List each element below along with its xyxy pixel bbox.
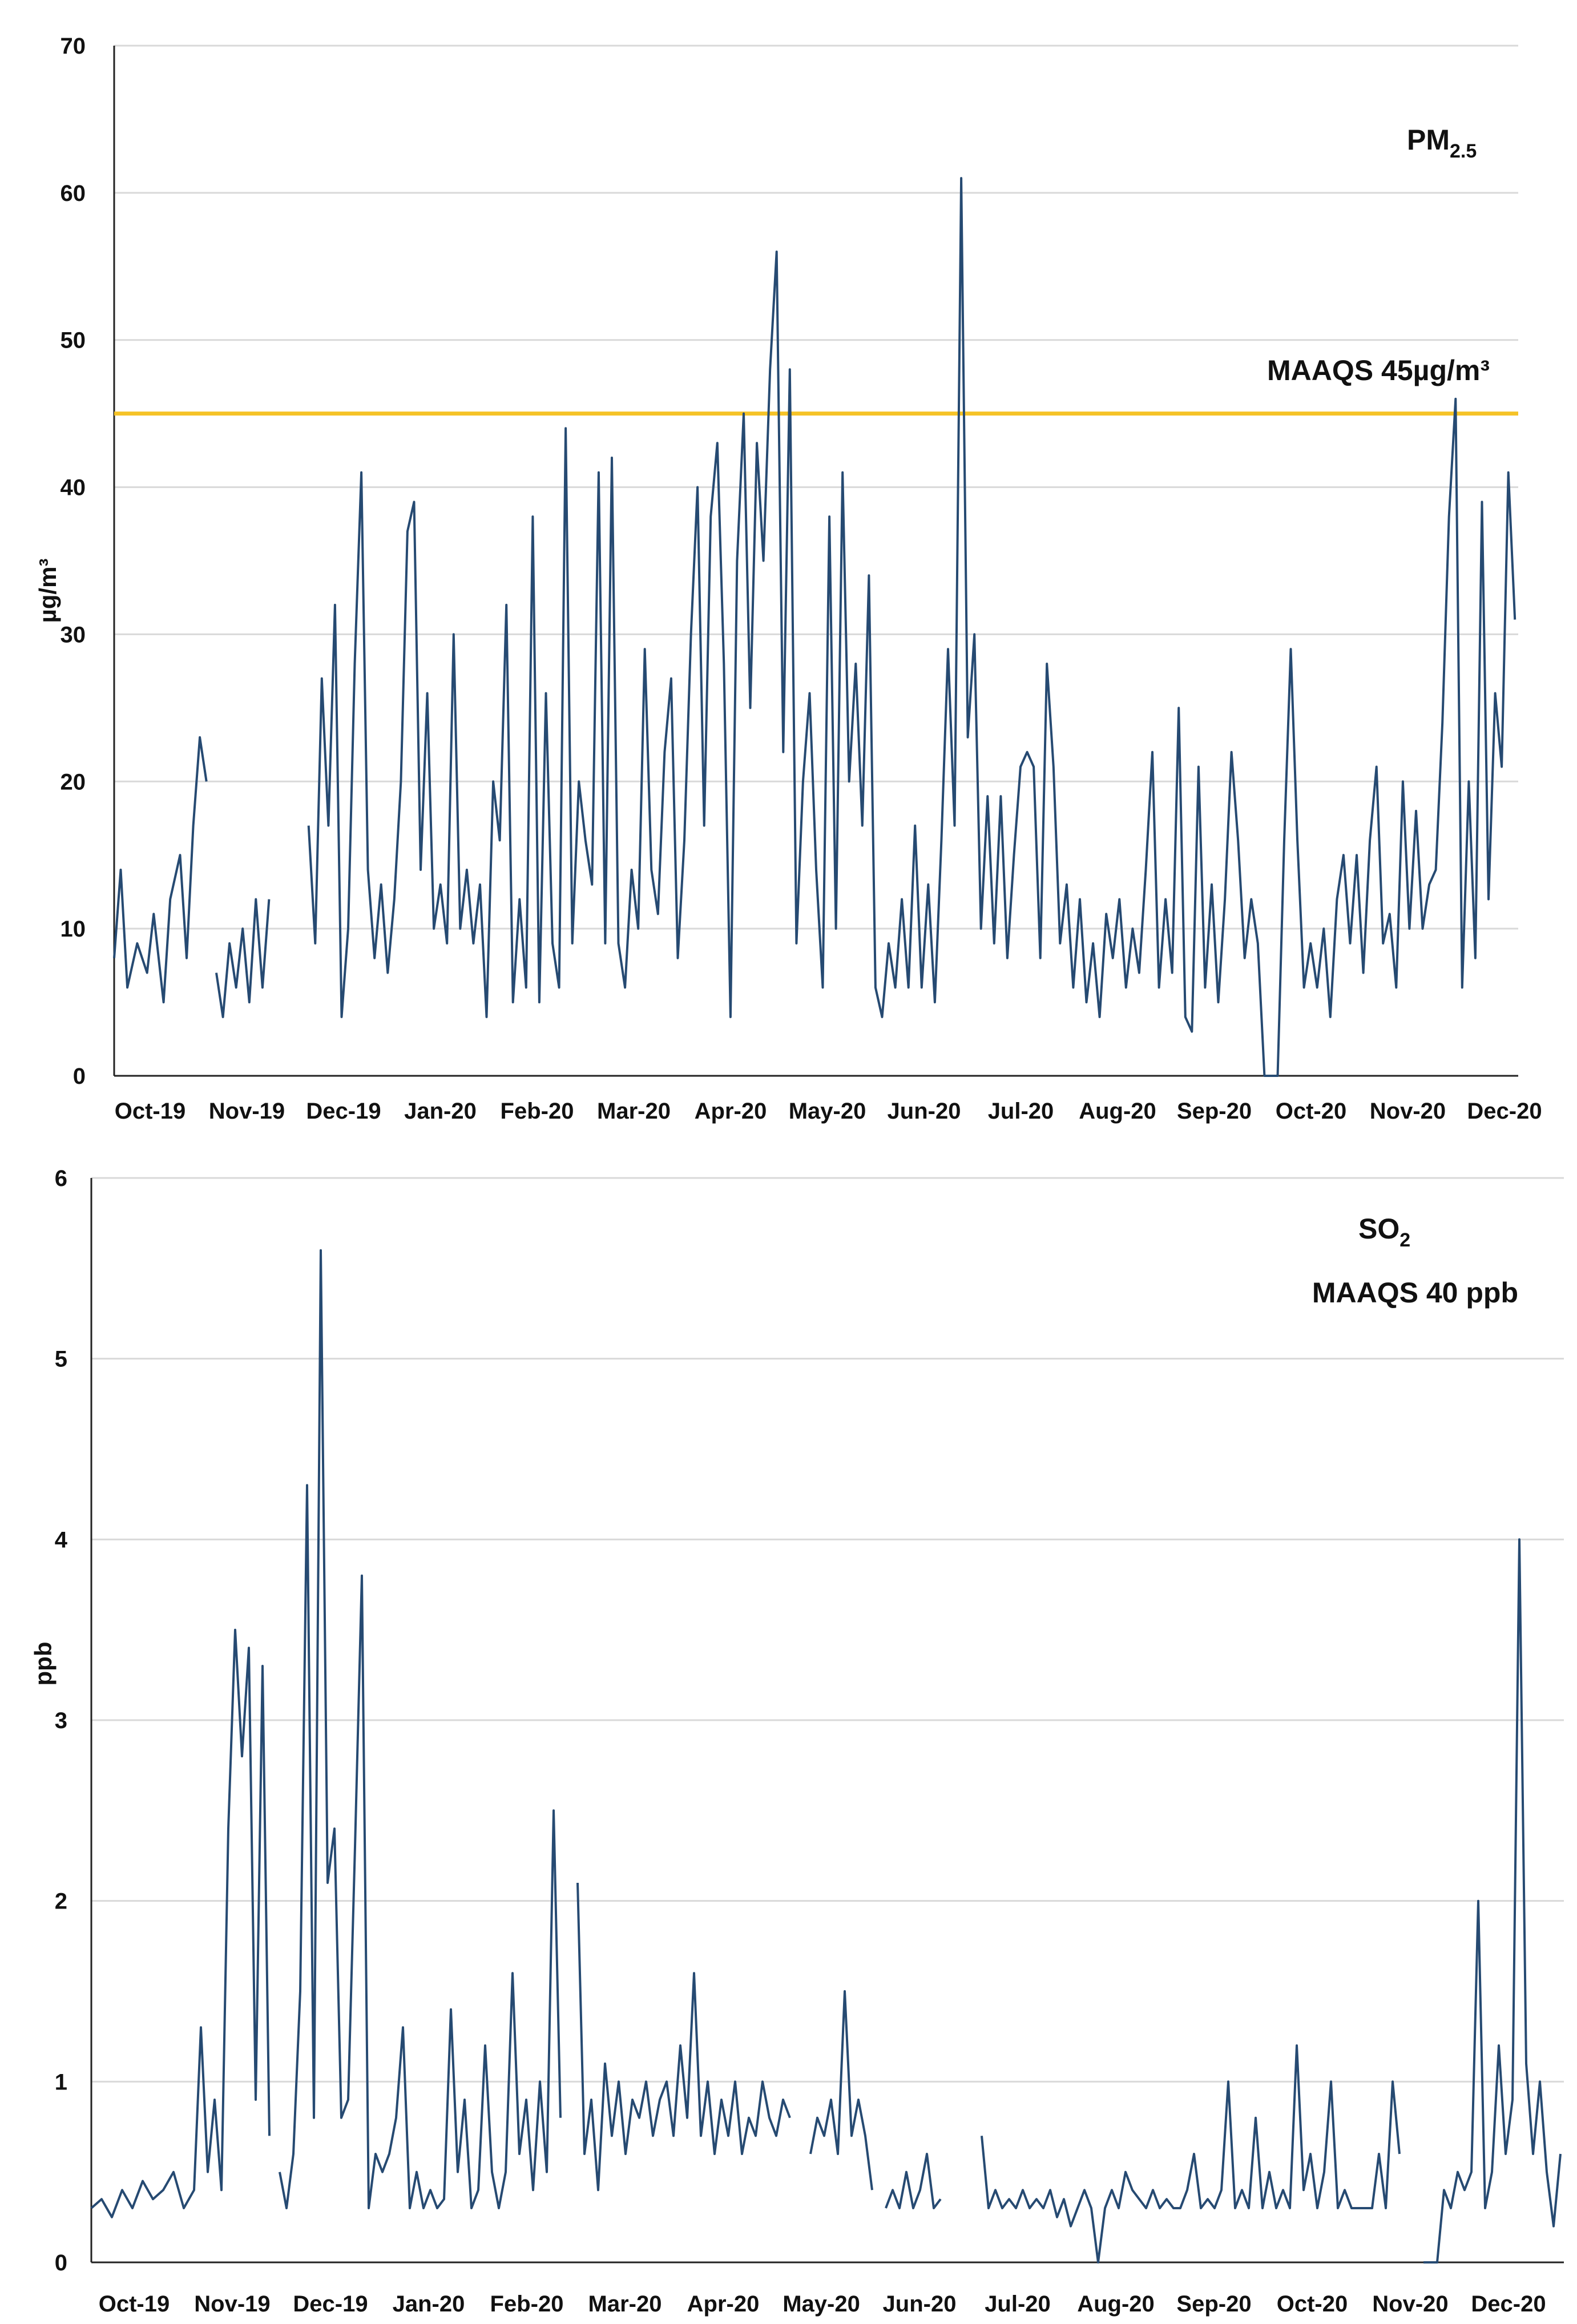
so2-y-tick-label: 5 (55, 1347, 67, 1372)
pm25-gridlines (114, 45, 1518, 930)
pm25-y-tick-label: 50 (61, 328, 86, 353)
pm25-x-tick-label: Nov-20 (1370, 1099, 1446, 1124)
so2-y-tick-label: 3 (55, 1708, 67, 1733)
so2-title: SO2 (1358, 1213, 1410, 1251)
so2-title-main: SO (1358, 1213, 1399, 1245)
so2-x-tick-label: Jul-20 (985, 2291, 1051, 2317)
so2-x-tick-label: Nov-19 (194, 2291, 270, 2317)
so2-x-tick-label: Jan-20 (393, 2291, 465, 2317)
pm25-threshold: MAAQS 45µg/m³ (114, 354, 1518, 416)
so2-x-tick-label: Sep-20 (1176, 2291, 1251, 2317)
so2-y-tick-label: 1 (55, 2069, 67, 2095)
pm25-chart: 0 10 20 30 40 50 60 70 Oct-19 Nov-19 Dec-19 Jan-20… (34, 34, 1542, 1124)
so2-chart-panel: 0 1 2 3 4 5 6 Oct-19 Nov-19 Dec-19 Jan-20 Feb-20 Ma… (0, 1147, 1577, 2324)
so2-x-tick-label: Nov-20 (1372, 2291, 1448, 2317)
so2-y-tick-label: 6 (55, 1166, 67, 1191)
so2-x-tick-label: Jun-20 (883, 2291, 957, 2317)
pm25-x-tick-label: Dec-20 (1467, 1099, 1542, 1124)
pm25-x-tick-label: Oct-19 (115, 1099, 186, 1124)
so2-y-tick-label: 2 (55, 1889, 67, 1914)
so2-x-tick-label: Apr-20 (687, 2291, 760, 2317)
pm25-y-axis-label: µg/m³ (34, 559, 61, 623)
so2-y-tick-labels: 0 1 2 3 4 5 6 (55, 1166, 68, 2275)
pm25-y-tick-label: 30 (61, 622, 86, 647)
so2-x-tick-label: Mar-20 (588, 2291, 662, 2317)
so2-y-tick-label: 0 (55, 2250, 67, 2275)
so2-x-tick-label: Feb-20 (490, 2291, 564, 2317)
pm25-title: PM2.5 (1407, 124, 1477, 162)
pm25-title-sub: 2.5 (1450, 140, 1477, 162)
pm25-x-tick-label: Jun-20 (888, 1099, 961, 1124)
so2-x-tick-label: Aug-20 (1077, 2291, 1155, 2317)
pm25-y-tick-label: 0 (73, 1064, 86, 1089)
pm25-x-tick-label: Dec-19 (306, 1099, 381, 1124)
so2-x-tick-label: Oct-19 (99, 2291, 170, 2317)
pm25-y-tick-labels: 0 10 20 30 40 50 60 70 (61, 34, 86, 1089)
so2-y-tick-label: 4 (55, 1527, 68, 1552)
so2-x-tick-label: Oct-20 (1277, 2291, 1348, 2317)
so2-x-tick-label: Dec-19 (293, 2291, 368, 2317)
pm25-x-tick-label: Jan-20 (404, 1099, 477, 1124)
pm25-y-tick-label: 70 (61, 34, 86, 59)
pm25-y-tick-label: 40 (61, 475, 86, 501)
pm25-threshold-label: MAAQS 45µg/m³ (1267, 354, 1490, 386)
pm25-x-tick-label: Aug-20 (1079, 1099, 1156, 1124)
pm25-x-tick-label: Oct-20 (1276, 1099, 1347, 1124)
so2-series-line (90, 1249, 1562, 2264)
pm25-x-tick-label: Feb-20 (501, 1099, 574, 1124)
pm25-x-tick-label: Jul-20 (988, 1099, 1054, 1124)
pm25-x-tick-label: Nov-19 (209, 1099, 285, 1124)
pm25-x-tick-label: Apr-20 (695, 1099, 767, 1124)
pm25-title-main: PM (1407, 124, 1450, 156)
pm25-y-tick-label: 60 (61, 181, 86, 206)
so2-x-tick-label: May-20 (783, 2291, 860, 2317)
pm25-x-tick-label: Mar-20 (597, 1099, 671, 1124)
so2-x-tick-label: Dec-20 (1471, 2291, 1546, 2317)
so2-chart: 0 1 2 3 4 5 6 Oct-19 Nov-19 Dec-19 Jan-20 Feb-20 Ma… (30, 1166, 1564, 2317)
so2-y-axis-label: ppb (30, 1642, 57, 1686)
so2-threshold-note: MAAQS 40 ppb (1312, 1277, 1518, 1309)
pm25-x-tick-label: Sep-20 (1177, 1099, 1252, 1124)
pm25-y-tick-label: 10 (61, 917, 86, 942)
pm25-x-tick-label: May-20 (789, 1099, 866, 1124)
pm25-y-tick-label: 20 (61, 769, 86, 794)
so2-x-tick-labels: Oct-19 Nov-19 Dec-19 Jan-20 Feb-20 Mar-20 Apr-… (99, 2291, 1546, 2317)
pm25-chart-panel: 0 10 20 30 40 50 60 70 Oct-19 Nov-19 Dec-19 Jan-20… (0, 0, 1577, 1147)
pm25-series-line (113, 177, 1516, 1077)
pm25-x-tick-labels: Oct-19 Nov-19 Dec-19 Jan-20 Feb-20 Mar-20 Apr-… (115, 1099, 1542, 1124)
so2-title-sub: 2 (1399, 1229, 1410, 1251)
